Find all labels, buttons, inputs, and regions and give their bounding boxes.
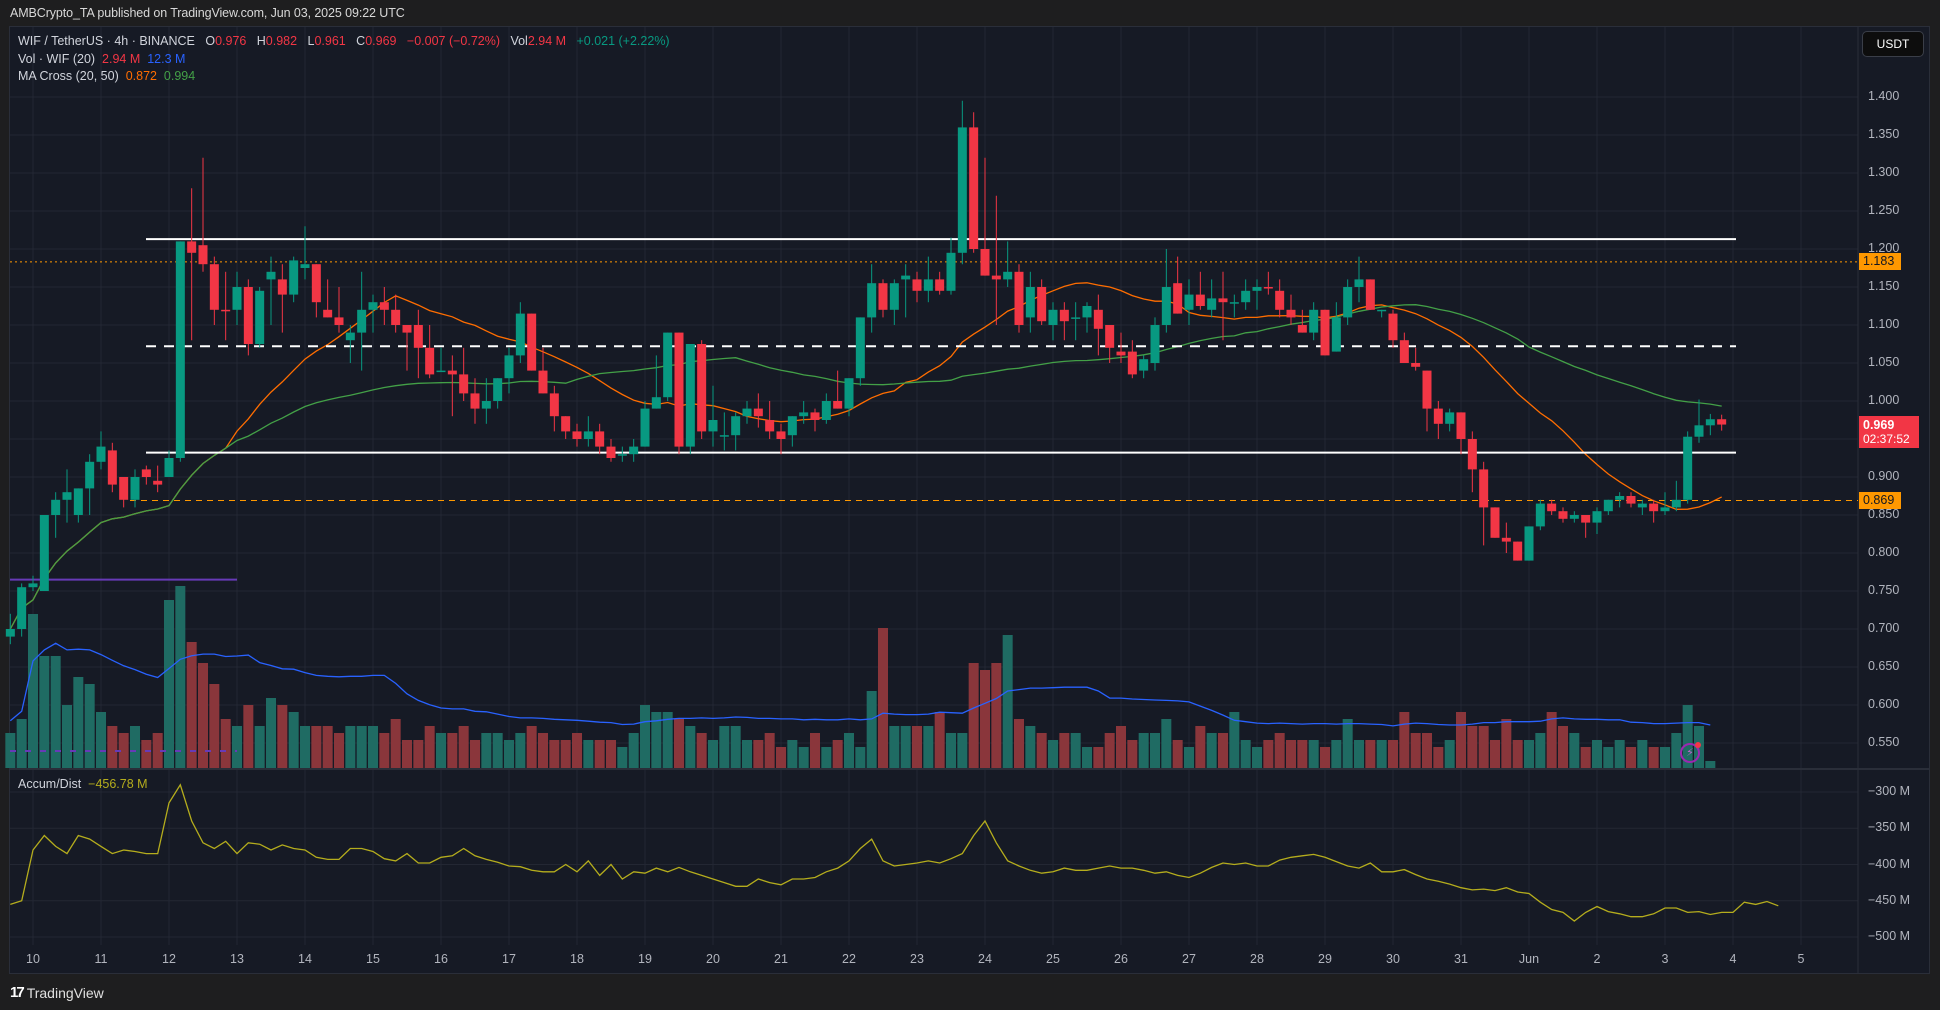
accum-dist-title[interactable]: Accum/Dist (18, 777, 82, 791)
time-axis-label: 19 (638, 952, 652, 966)
current-price: 0.969 (1863, 418, 1895, 432)
time-axis-label: 20 (706, 952, 720, 966)
publish-caption: AMBCrypto_TA published on TradingView.co… (10, 6, 405, 20)
high-value: 0.982 (265, 34, 298, 48)
price-axis-label: 0.750 (1868, 583, 1900, 597)
low-value: 0.961 (314, 34, 346, 48)
volume-legend[interactable]: Vol · WIF (20) 2.94 M 12.3 M (18, 52, 185, 66)
price-axis-label: 0.900 (1868, 469, 1900, 483)
time-axis-label: 15 (366, 952, 380, 966)
price-axis-label: 1.350 (1868, 127, 1900, 141)
price-axis-label: 0.650 (1868, 659, 1900, 673)
price-axis-label: 1.200 (1868, 241, 1900, 255)
volume-indicator-value: 2.94 M (102, 52, 141, 66)
time-axis-label: 5 (1797, 952, 1805, 966)
change-value: −0.007 (−0.72%) (406, 34, 501, 48)
accum-dist-axis-label: −450 M (1868, 892, 1911, 907)
symbol-legend[interactable]: WIF / TetherUS · 4h · BINANCE O0.976 H0.… (18, 34, 670, 48)
ma20-value: 0.872 (125, 69, 157, 83)
price-axis-label: 1.150 (1868, 279, 1900, 293)
alert-lightning-icon[interactable]: ⚡ (1680, 742, 1701, 763)
volume-indicator-title[interactable]: Vol · WIF (20) (18, 52, 96, 66)
time-axis-label: 27 (1182, 952, 1196, 966)
time-axis-label: 18 (570, 952, 584, 966)
time-axis-label: 3 (1661, 952, 1669, 966)
vol-value: 2.94 M (527, 34, 567, 48)
price-axis-label: 1.000 (1868, 393, 1900, 407)
price-axis-label: 0.800 (1868, 545, 1900, 559)
tradingview-logo[interactable]: 17 TradingView (10, 984, 104, 1001)
price-axis-label: 1.400 (1868, 89, 1900, 103)
extra-change-value: +0.021 (+2.22%) (576, 34, 670, 48)
accum-dist-axis-label: −300 M (1868, 784, 1911, 798)
time-axis-label: 23 (910, 952, 924, 966)
time-axis-label: 2 (1593, 952, 1601, 966)
time-axis-label: 10 (26, 952, 40, 966)
price-tag-upper: 1.183 (1859, 253, 1901, 270)
open-value: 0.976 (215, 34, 247, 48)
close-label: C (356, 34, 366, 48)
price-axis-label: 0.850 (1868, 507, 1900, 521)
time-axis-label: 25 (1046, 952, 1060, 966)
accum-dist-axis-label: −500 M (1868, 929, 1911, 943)
time-axis-label: 31 (1454, 952, 1468, 966)
currency-button[interactable]: USDT (1862, 31, 1924, 57)
close-value: 0.969 (365, 34, 397, 48)
price-axis-label: 1.050 (1868, 355, 1900, 369)
volume-ma-value: 12.3 M (147, 52, 186, 66)
price-tag-lower: 0.869 (1859, 492, 1901, 509)
symbol-title[interactable]: WIF / TetherUS · 4h · BINANCE (18, 34, 195, 48)
high-label: H (256, 34, 266, 48)
time-axis-label: 22 (842, 952, 856, 966)
time-axis-label: 4 (1729, 952, 1737, 966)
ma-cross-title[interactable]: MA Cross (20, 50) (18, 69, 119, 83)
alert-dot (1695, 742, 1701, 748)
price-axis-label: 1.250 (1868, 203, 1900, 217)
price-tag-current: 0.969 02:37:52 (1859, 416, 1919, 448)
tv-brand: TradingView (26, 984, 104, 1001)
price-axis-label: 1.100 (1868, 317, 1900, 331)
time-axis-label: 30 (1386, 952, 1400, 966)
time-axis-label: Jun (1518, 952, 1540, 966)
candle-countdown: 02:37:52 (1863, 432, 1910, 446)
price-axis-label: 0.550 (1868, 735, 1900, 749)
time-axis-label: 14 (298, 952, 312, 966)
time-axis-label: 13 (230, 952, 244, 966)
price-axis-label: 0.600 (1868, 697, 1900, 711)
ma50-value: 0.994 (163, 69, 196, 83)
accum-dist-axis-label: −350 M (1868, 820, 1911, 835)
accum-dist-value: −456.78 M (88, 777, 148, 791)
time-axis-label: 11 (94, 952, 108, 966)
time-axis-label: 17 (502, 952, 516, 966)
tv-logo-icon: 17 (10, 984, 25, 1001)
low-label: L (307, 34, 315, 48)
price-axis-label: 0.700 (1868, 621, 1900, 635)
time-axis-label: 28 (1250, 952, 1264, 966)
time-axis-label: 24 (978, 952, 992, 966)
time-axis-label: 26 (1114, 952, 1128, 966)
time-axis-label: 12 (162, 952, 176, 966)
time-axis-label: 29 (1318, 952, 1332, 966)
price-axis-label: 1.300 (1868, 165, 1900, 179)
accum-dist-legend[interactable]: Accum/Dist −456.78 M (18, 777, 148, 791)
time-axis-label: 21 (774, 952, 788, 966)
accum-dist-axis-label: −400 M (1868, 856, 1911, 871)
ma-cross-legend[interactable]: MA Cross (20, 50) 0.872 0.994 (18, 69, 195, 83)
vol-label: Vol (510, 34, 528, 48)
open-label: O (205, 34, 216, 48)
time-axis-label: 16 (434, 952, 448, 966)
